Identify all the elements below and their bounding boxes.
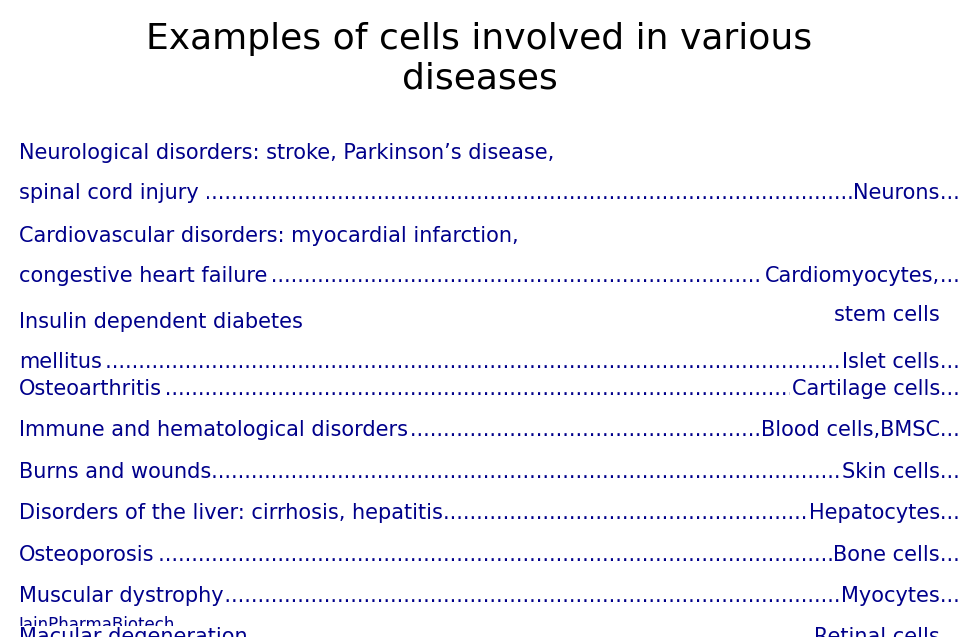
Text: Examples of cells involved in various
diseases: Examples of cells involved in various di… xyxy=(147,22,812,96)
Text: Osteoporosis: Osteoporosis xyxy=(19,545,154,564)
Text: Cardiovascular disorders: myocardial infarction,: Cardiovascular disorders: myocardial inf… xyxy=(19,226,519,246)
Text: stem cells: stem cells xyxy=(834,305,940,325)
Text: ................................................................................: ........................................… xyxy=(20,379,959,399)
Text: Cardiomyocytes,: Cardiomyocytes, xyxy=(764,266,940,285)
Text: Bone cells: Bone cells xyxy=(833,545,940,564)
Text: Hepatocytes: Hepatocytes xyxy=(808,503,940,523)
Text: JainPharmaBiotech: JainPharmaBiotech xyxy=(19,616,175,634)
Text: Burns and wounds: Burns and wounds xyxy=(19,462,211,482)
Text: Insulin dependent diabetes: Insulin dependent diabetes xyxy=(19,312,303,332)
Text: ................................................................................: ........................................… xyxy=(20,627,959,637)
Text: Cartilage cells: Cartilage cells xyxy=(791,379,940,399)
Text: ................................................................................: ........................................… xyxy=(20,266,959,285)
Text: Retinal cells: Retinal cells xyxy=(814,627,940,637)
Text: Cartilage cells: Cartilage cells xyxy=(791,379,940,399)
Text: ................................................................................: ........................................… xyxy=(20,420,959,440)
Text: ................................................................................: ........................................… xyxy=(20,183,959,203)
Text: Macular degeneration: Macular degeneration xyxy=(19,627,247,637)
Text: Macular degeneration: Macular degeneration xyxy=(19,627,247,637)
Text: Islet cells: Islet cells xyxy=(842,352,940,371)
Text: Osteoporosis: Osteoporosis xyxy=(19,545,154,564)
Text: ................................................................................: ........................................… xyxy=(20,462,959,482)
Text: Neurons: Neurons xyxy=(854,183,940,203)
Text: spinal cord injury: spinal cord injury xyxy=(19,183,205,203)
Text: mellitus: mellitus xyxy=(19,352,102,371)
Text: ................................................................................: ........................................… xyxy=(20,586,959,606)
Text: Disorders of the liver: cirrhosis, hepatitis: Disorders of the liver: cirrhosis, hepat… xyxy=(19,503,443,523)
Text: Skin cells: Skin cells xyxy=(842,462,940,482)
Text: Muscular dystrophy: Muscular dystrophy xyxy=(19,586,223,606)
Text: Immune and hematological disorders: Immune and hematological disorders xyxy=(19,420,409,440)
Text: Cardiomyocytes,: Cardiomyocytes, xyxy=(764,266,940,285)
Text: Bone cells: Bone cells xyxy=(833,545,940,564)
Text: Myocytes: Myocytes xyxy=(841,586,940,606)
Text: ................................................................................: ........................................… xyxy=(20,545,959,564)
Text: spinal cord injury: spinal cord injury xyxy=(19,183,205,203)
Text: Blood cells,BMSC: Blood cells,BMSC xyxy=(760,420,940,440)
Text: Immune and hematological disorders: Immune and hematological disorders xyxy=(19,420,409,440)
Text: Neurons: Neurons xyxy=(854,183,940,203)
Text: mellitus: mellitus xyxy=(19,352,102,371)
Text: Hepatocytes: Hepatocytes xyxy=(808,503,940,523)
Text: Disorders of the liver: cirrhosis, hepatitis: Disorders of the liver: cirrhosis, hepat… xyxy=(19,503,443,523)
Text: Blood cells,BMSC: Blood cells,BMSC xyxy=(760,420,940,440)
Text: Osteoarthritis: Osteoarthritis xyxy=(19,379,162,399)
Text: Neurological disorders: stroke, Parkinson’s disease,: Neurological disorders: stroke, Parkinso… xyxy=(19,143,554,163)
Text: congestive heart failure: congestive heart failure xyxy=(19,266,268,285)
Text: stem cells: stem cells xyxy=(834,305,940,325)
Text: Osteoarthritis: Osteoarthritis xyxy=(19,379,162,399)
Text: congestive heart failure: congestive heart failure xyxy=(19,266,268,285)
Text: Burns and wounds: Burns and wounds xyxy=(19,462,211,482)
Text: ................................................................................: ........................................… xyxy=(20,352,959,371)
Text: Myocytes: Myocytes xyxy=(841,586,940,606)
Text: Retinal cells: Retinal cells xyxy=(814,627,940,637)
Text: Skin cells: Skin cells xyxy=(842,462,940,482)
Text: Islet cells: Islet cells xyxy=(842,352,940,371)
Text: Muscular dystrophy: Muscular dystrophy xyxy=(19,586,223,606)
Text: ................................................................................: ........................................… xyxy=(20,503,959,523)
